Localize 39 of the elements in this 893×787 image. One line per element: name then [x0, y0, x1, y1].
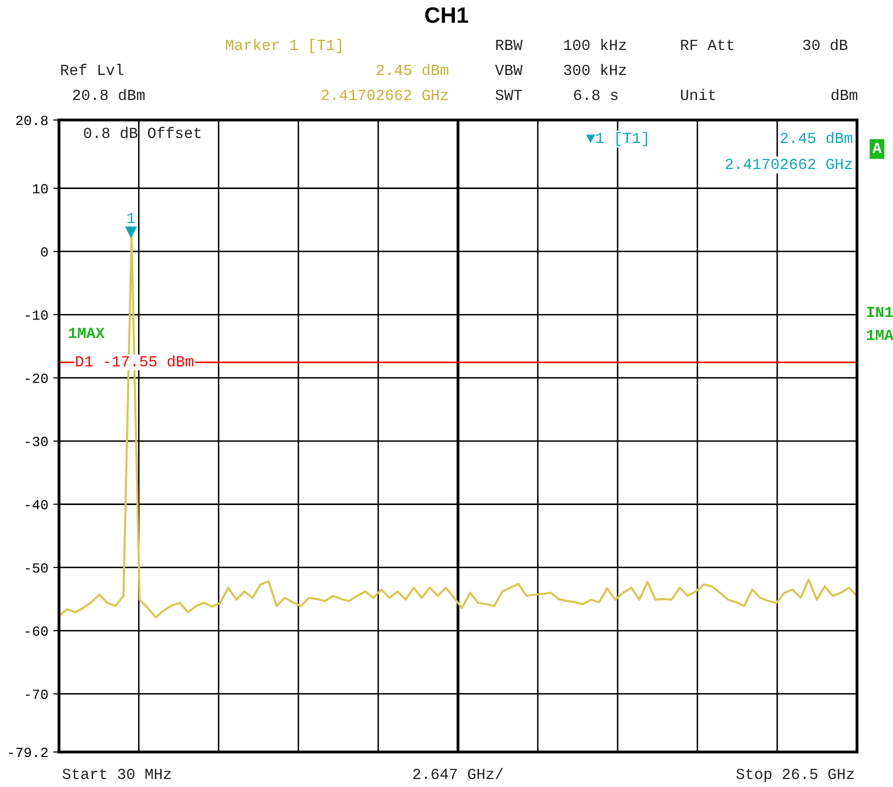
text: dBm	[832, 88, 858, 100]
text: IN1	[867, 306, 893, 317]
text: 100 kHz	[564, 38, 626, 50]
text: 20.8 dBm	[73, 88, 145, 100]
annotation: 1	[128, 212, 135, 223]
annotation: ▼1 [T1]	[586, 132, 648, 146]
text: Start 30 MHz	[62, 768, 171, 780]
y-tick-label: 0	[41, 247, 48, 257]
annotation: 2.41702662 GHz	[726, 158, 852, 170]
y-tick-label: -60	[26, 626, 48, 636]
y-tick-label: -79.2	[9, 748, 48, 758]
annotation: 0.8 dB Offset	[84, 126, 201, 138]
y-tick-label: -30	[26, 436, 48, 446]
text: Ref Lvl	[61, 64, 124, 76]
chart-title: CH1	[425, 7, 468, 23]
annotation: 1MAX	[69, 328, 105, 338]
y-tick-label: -50	[26, 563, 48, 573]
text: RF Att	[681, 40, 734, 50]
text: 6.8 s	[574, 90, 618, 100]
text: Marker 1 [T1]	[226, 38, 342, 54]
annotation: 2.45 dBm	[780, 132, 852, 144]
y-tick-label: 20.8	[16, 116, 48, 126]
y-tick-label: 10	[32, 184, 48, 194]
text: VBW	[495, 64, 522, 75]
y-tick-label: -10	[26, 310, 48, 320]
text: SWT	[496, 90, 522, 100]
y-tick-label: -40	[26, 500, 48, 510]
text: 2.41702662 GHz	[322, 90, 448, 100]
text: RBW	[496, 40, 522, 50]
text: 2.647 GHz/	[413, 768, 503, 780]
y-tick-label: -20	[26, 374, 48, 384]
text: Stop 26.5 GHz	[736, 768, 854, 782]
text: 300 kHz	[564, 64, 626, 76]
text: 2.45 dBm	[376, 64, 448, 76]
y-tick-label: -70	[26, 690, 48, 700]
ref-line-label: D1 -17.55 dBm	[76, 355, 194, 367]
text: 30 dB	[803, 38, 848, 50]
text: A	[872, 142, 882, 153]
text: Unit	[681, 88, 716, 100]
